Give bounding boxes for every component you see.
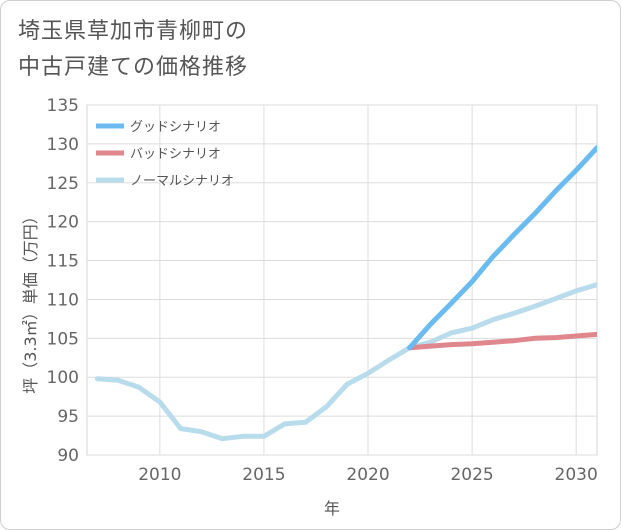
y-axis-label: 坪（3.3㎡）単価（万円） [21, 208, 40, 393]
y-tick-label: 130 [47, 135, 79, 155]
x-tick-label: 2030 [555, 465, 598, 485]
y-tick-label: 110 [47, 290, 79, 310]
x-tick-labels: 2010 2015 2020 2025 2030 [138, 465, 598, 485]
x-tick-label: 2025 [450, 465, 493, 485]
y-tick-label: 90 [57, 446, 79, 466]
series-lines [94, 145, 597, 442]
y-tick-label: 95 [57, 407, 79, 427]
y-tick-label: 100 [47, 368, 79, 388]
y-tick-label: 115 [47, 252, 79, 272]
y-tick-label: 135 [47, 96, 79, 116]
y-tick-label: 105 [47, 329, 79, 349]
series-line-1 [407, 145, 597, 351]
legend-label: ノーマルシナリオ [130, 174, 234, 189]
series-line-2 [407, 331, 597, 351]
legend-label: バッドシナリオ [130, 147, 221, 162]
y-tick-label: 125 [47, 174, 79, 194]
x-tick-label: 2015 [242, 465, 285, 485]
x-tick-label: 2020 [346, 465, 389, 485]
x-tick-label: 2010 [138, 465, 181, 485]
chart-title: 埼玉県草加市青柳町の 中古戸建ての価格推移 [18, 19, 249, 80]
x-axis-label: 年 [324, 499, 340, 518]
y-tick-labels: 90 95 100 105 110 115 120 125 130 135 [47, 96, 79, 466]
legend-label: グッドシナリオ [130, 120, 221, 135]
y-tick-label: 120 [47, 213, 79, 233]
series-line-3 [94, 282, 597, 442]
